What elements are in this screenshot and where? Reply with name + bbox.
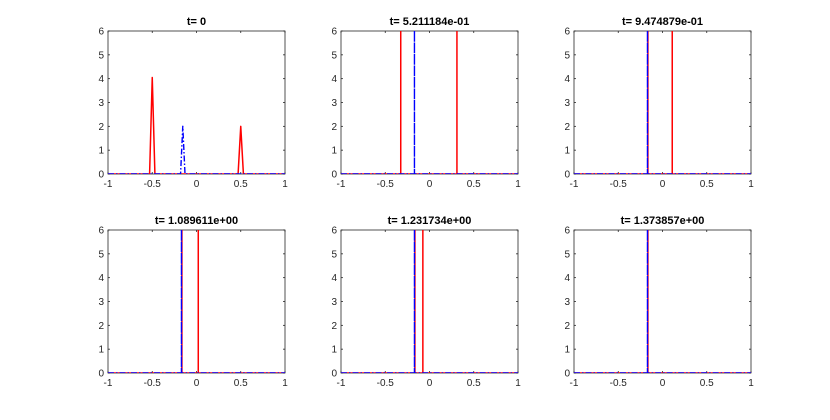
subplot-title: t= 1.089611e+00 (155, 215, 238, 227)
axes-box (340, 30, 519, 175)
x-tick-label: 0.5 (467, 179, 481, 190)
x-tick-label: 1 (282, 179, 288, 190)
y-tick-label: 4 (564, 273, 570, 284)
y-tick-label: 1 (564, 146, 570, 157)
subplot-4: -1 -0.5 0 0.5 1 0 1 2 3 4 5 6 t= 1.089611e+00 (98, 215, 288, 389)
y-tick-label: 3 (98, 297, 104, 308)
y-tick-label: 0 (564, 170, 570, 181)
y-tick-label: 6 (564, 226, 570, 237)
y-tick-label: 4 (331, 273, 337, 284)
y-tick-label: 4 (98, 273, 104, 284)
y-tick-label: 4 (98, 74, 104, 85)
y-tick-label: 6 (331, 226, 337, 237)
subplot-2: -1 -0.5 0 0.5 1 0 1 2 3 4 5 6 t= 5.211184e-01 (331, 16, 521, 190)
y-tick-label: 1 (564, 345, 570, 356)
x-tick-label: 0 (194, 179, 200, 190)
subplot-6: -1 -0.5 0 0.5 1 0 1 2 3 4 5 6 t= 1.373857e+00 (564, 215, 754, 389)
x-tick-label: -0.5 (144, 179, 162, 190)
y-tick-label: 1 (98, 146, 104, 157)
y-tick-label: 2 (98, 321, 104, 332)
y-tick-label: 2 (564, 122, 570, 133)
y-tick-label: 2 (331, 122, 337, 133)
x-tick-label: -0.5 (610, 179, 628, 190)
x-tick-label: 0 (427, 378, 433, 389)
x-tick-label: 1 (748, 179, 754, 190)
axes-box (107, 229, 286, 374)
axes-box (573, 30, 752, 175)
x-tick-label: 1 (282, 378, 288, 389)
x-tick-label: -0.5 (610, 378, 628, 389)
x-tick-label: -1 (104, 179, 113, 190)
y-tick-label: 5 (98, 50, 104, 61)
x-tick-label: -1 (104, 378, 113, 389)
y-tick-label: 0 (98, 369, 104, 380)
axes-box (107, 30, 286, 175)
y-tick-label: 0 (331, 170, 337, 181)
blue-dashdot-series (108, 125, 285, 174)
y-tick-label: 4 (564, 74, 570, 85)
x-tick-label: 0 (660, 378, 666, 389)
red-solid-series (341, 31, 518, 174)
x-tick-label: 1 (515, 179, 521, 190)
y-tick-label: 0 (564, 369, 570, 380)
x-tick-label: 0 (427, 179, 433, 190)
y-tick-label: 0 (331, 369, 337, 380)
y-tick-label: 0 (98, 170, 104, 181)
y-tick-label: 3 (331, 297, 337, 308)
x-tick-label: 0.5 (700, 179, 714, 190)
x-tick-label: 0 (660, 179, 666, 190)
y-tick-label: 6 (331, 27, 337, 38)
x-tick-label: -1 (337, 179, 346, 190)
x-tick-label: 0.5 (700, 378, 714, 389)
subplot-5: -1 -0.5 0 0.5 1 0 1 2 3 4 5 6 t= 1.231734e+00 (331, 215, 521, 389)
y-tick-label: 2 (98, 122, 104, 133)
y-tick-label: 2 (331, 321, 337, 332)
y-tick-label: 5 (331, 249, 337, 260)
subplot-title: t= 1.373857e+00 (621, 215, 705, 227)
y-tick-label: 5 (564, 249, 570, 260)
x-tick-label: -0.5 (144, 378, 162, 389)
subplot-title: t= 0 (187, 16, 206, 28)
y-tick-label: 4 (331, 74, 337, 85)
y-tick-label: 5 (98, 249, 104, 260)
x-tick-label: -1 (570, 378, 579, 389)
y-tick-label: 5 (564, 50, 570, 61)
axes-box (573, 229, 752, 374)
y-tick-label: 1 (331, 345, 337, 356)
x-tick-label: 0.5 (234, 378, 248, 389)
y-tick-label: 1 (98, 345, 104, 356)
red-solid-series (108, 76, 285, 174)
y-tick-label: 6 (98, 226, 104, 237)
subplot-title: t= 9.474879e-01 (622, 16, 703, 28)
y-tick-label: 3 (564, 98, 570, 109)
y-tick-label: 3 (331, 98, 337, 109)
x-tick-label: -1 (337, 378, 346, 389)
subplot-title: t= 1.231734e+00 (388, 215, 472, 227)
y-tick-label: 3 (98, 98, 104, 109)
x-tick-label: 0 (194, 378, 200, 389)
x-tick-label: 0.5 (234, 179, 248, 190)
axes-box (340, 229, 519, 374)
y-tick-label: 1 (331, 146, 337, 157)
subplot-1: -1 -0.5 0 0.5 1 0 1 2 3 4 5 6 t= 0 (98, 16, 288, 190)
x-tick-label: 1 (515, 378, 521, 389)
y-tick-label: 6 (98, 27, 104, 38)
y-tick-label: 2 (564, 321, 570, 332)
x-tick-label: -1 (570, 179, 579, 190)
subplot-title: t= 5.211184e-01 (390, 16, 470, 28)
x-tick-label: -0.5 (377, 378, 395, 389)
y-tick-label: 3 (564, 297, 570, 308)
subplot-3: -1 -0.5 0 0.5 1 0 1 2 3 4 5 6 t= 9.474879e-01 (564, 16, 754, 190)
x-tick-label: -0.5 (377, 179, 395, 190)
y-tick-label: 5 (331, 50, 337, 61)
x-tick-label: 0.5 (467, 378, 481, 389)
y-tick-label: 6 (564, 27, 570, 38)
x-tick-label: 1 (748, 378, 754, 389)
